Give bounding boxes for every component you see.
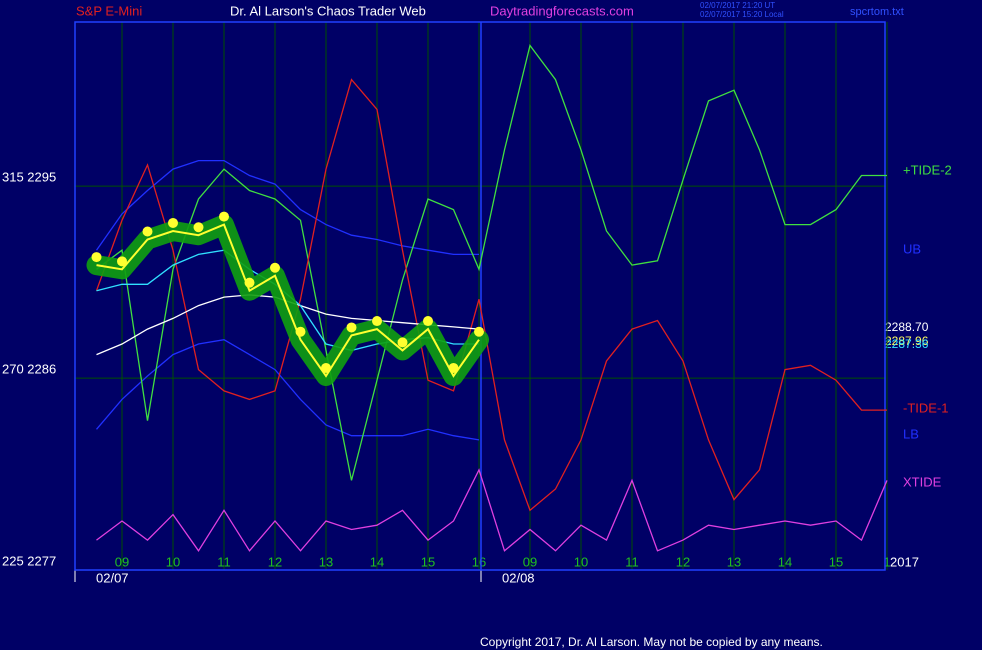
x-tick-label: 09	[523, 554, 537, 569]
series-line	[96, 44, 887, 481]
legend-label: UB	[903, 241, 921, 256]
price-dot	[193, 222, 204, 233]
price-dot	[423, 316, 433, 327]
price-dot	[321, 362, 331, 373]
plot-frame	[74, 21, 886, 571]
price-dot	[474, 326, 484, 337]
x-tick-label: 10	[166, 554, 180, 569]
price-dot	[142, 226, 153, 237]
x-tick-label: 15	[829, 554, 843, 569]
y-tick-label: 225 2277	[2, 553, 56, 568]
series-line	[96, 339, 480, 441]
x-tick-label: 14	[370, 554, 384, 569]
legend-label: +TIDE-2	[903, 162, 952, 177]
legend-label: LB	[903, 426, 919, 441]
price-line	[96, 223, 480, 378]
price-dot	[448, 362, 459, 373]
price-dot	[91, 252, 102, 263]
x-tick-label: 09	[115, 554, 129, 569]
price-dot	[397, 337, 408, 348]
series-line	[95, 159, 479, 256]
price-dot	[244, 277, 255, 288]
timestamp: 02/07/2017 15:20 Local	[700, 10, 784, 19]
price-dot	[295, 326, 306, 337]
price-dot	[372, 316, 382, 327]
chart-title: Dr. Al Larson's Chaos Trader Web	[230, 3, 426, 18]
x-tick-label: 15	[421, 554, 435, 569]
x-tick-label: 10	[574, 554, 588, 569]
x-tick-label: 12	[676, 554, 690, 569]
price-dot	[117, 256, 127, 267]
x-tick-label: 13	[319, 554, 333, 569]
x-tick-label: 11	[625, 554, 639, 569]
y-tick-label: 270 2286	[2, 362, 56, 377]
price-dot	[168, 217, 178, 228]
website: Daytradingforecasts.com	[490, 3, 634, 18]
price-dot	[270, 262, 280, 273]
series-line	[95, 78, 887, 512]
year: 2017	[890, 554, 919, 569]
legend-label: XTIDE	[903, 474, 942, 489]
price-dot	[219, 211, 229, 222]
last-value: 2288.70	[885, 320, 929, 334]
last-value: 2287.96	[885, 334, 929, 348]
x-tick-label: 16	[472, 554, 486, 569]
y-tick-label: 315 2295	[2, 170, 56, 185]
price-dot	[346, 322, 357, 333]
copyright: Copyright 2017, Dr. Al Larson. May not b…	[480, 635, 823, 649]
date-label: 02/07	[96, 570, 129, 585]
timestamp: 02/07/2017 21:20 UT	[700, 1, 775, 10]
symbol: S&P E-Mini	[76, 3, 142, 18]
legend-label: -TIDE-1	[903, 400, 949, 415]
date-label: 02/08	[502, 570, 535, 585]
x-tick-label: 12	[268, 554, 282, 569]
x-tick-label: 1	[883, 554, 890, 569]
x-tick-label: 14	[778, 554, 792, 569]
last-value: 2287.36	[885, 337, 929, 351]
x-tick-label: 11	[217, 554, 231, 569]
file-name: spcrtom.txt	[850, 6, 904, 18]
x-tick-label: 13	[727, 554, 741, 569]
series-line	[96, 468, 888, 552]
